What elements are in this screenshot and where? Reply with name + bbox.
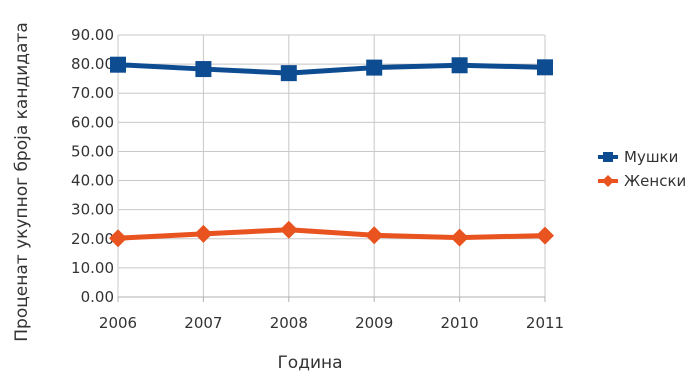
series-line [117,227,546,241]
y-tick-label: 70.00 [71,84,114,102]
data-point [109,229,127,248]
y-tick-label: 80.00 [71,55,114,73]
y-tick-label: 0.00 [81,288,114,306]
legend-marker [602,175,614,187]
data-point [451,57,468,74]
series [109,56,554,248]
data-point [536,226,554,245]
x-tick-label: 2009 [355,314,393,332]
x-tick-label: 2011 [526,314,564,332]
x-tick-label: 2010 [441,314,479,332]
data-point [194,224,213,243]
legend-label: Женски [624,172,686,190]
x-axis-title: Година [277,353,342,373]
data-point [537,59,553,76]
legend: Мушки Женски [598,148,686,190]
y-tick-label: 50.00 [71,142,114,160]
y-axis-title: Проценат укупног броја кандидата [12,22,32,342]
y-tick-label: 40.00 [71,172,114,190]
y-tick-label: 60.00 [71,113,114,131]
axes: 0.00 10.00 20.00 30.00 40.00 50.00 60.00 70.00 8… [71,26,564,332]
legend-label: Мушки [624,148,678,166]
data-point [195,61,212,78]
data-point [365,226,384,245]
x-tick-label: 2006 [99,314,137,332]
data-point [450,228,469,247]
y-tick-label: 20.00 [71,230,114,248]
data-point [279,220,298,239]
y-tick-label: 30.00 [71,201,114,219]
y-tick-label: 10.00 [71,259,114,277]
y-tick-label: 90.00 [71,26,114,44]
legend-marker [603,152,613,162]
x-tick-label: 2008 [270,314,308,332]
series-line [117,62,546,76]
grid [117,34,546,298]
data-point [366,59,383,76]
data-point [280,65,297,82]
data-point [110,56,126,73]
x-tick-label: 2007 [184,314,222,332]
